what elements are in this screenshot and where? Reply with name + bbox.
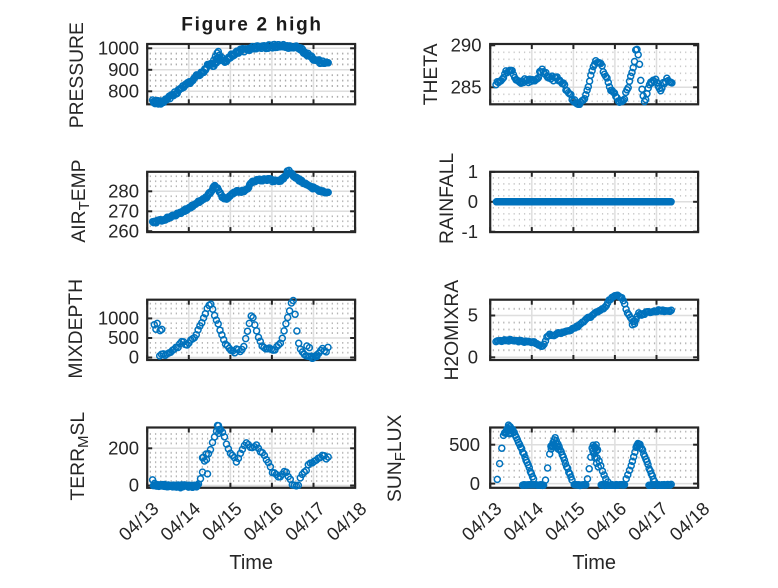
svg-text:-1: -1 [462,221,478,242]
svg-text:1000: 1000 [98,38,139,59]
svg-text:TERRM​SL: TERRM​SL [68,412,92,501]
svg-text:Figure 2 high: Figure 2 high [181,15,322,36]
svg-text:290: 290 [451,35,482,56]
svg-text:0: 0 [470,473,480,494]
svg-text:0: 0 [468,191,478,212]
svg-text:0: 0 [129,475,139,496]
svg-text:H2OMIXRA: H2OMIXRA [442,280,463,381]
svg-text:200: 200 [108,438,139,459]
svg-text:0: 0 [129,347,139,368]
svg-text:0: 0 [468,347,478,368]
svg-text:AIRT​EMP: AIRT​EMP [69,159,93,242]
svg-text:500: 500 [108,327,139,348]
svg-text:285: 285 [451,77,482,98]
svg-text:900: 900 [108,59,139,80]
svg-text:1000: 1000 [98,308,139,329]
svg-text:260: 260 [108,220,139,241]
svg-text:Time: Time [572,552,616,574]
svg-text:THETA: THETA [421,43,442,105]
svg-text:500: 500 [449,434,480,455]
svg-text:270: 270 [108,201,139,222]
svg-text:RAINFALL: RAINFALL [437,153,458,244]
svg-text:Time: Time [229,552,273,574]
svg-text:800: 800 [108,81,139,102]
svg-text:5: 5 [468,305,478,326]
svg-text:SUNF​LUX: SUNF​LUX [385,414,409,502]
svg-text:PRESSURE: PRESSURE [67,22,88,128]
svg-text:280: 280 [108,181,139,202]
svg-text:1: 1 [468,161,478,182]
svg-text:MIXDEPTH: MIXDEPTH [66,279,87,379]
